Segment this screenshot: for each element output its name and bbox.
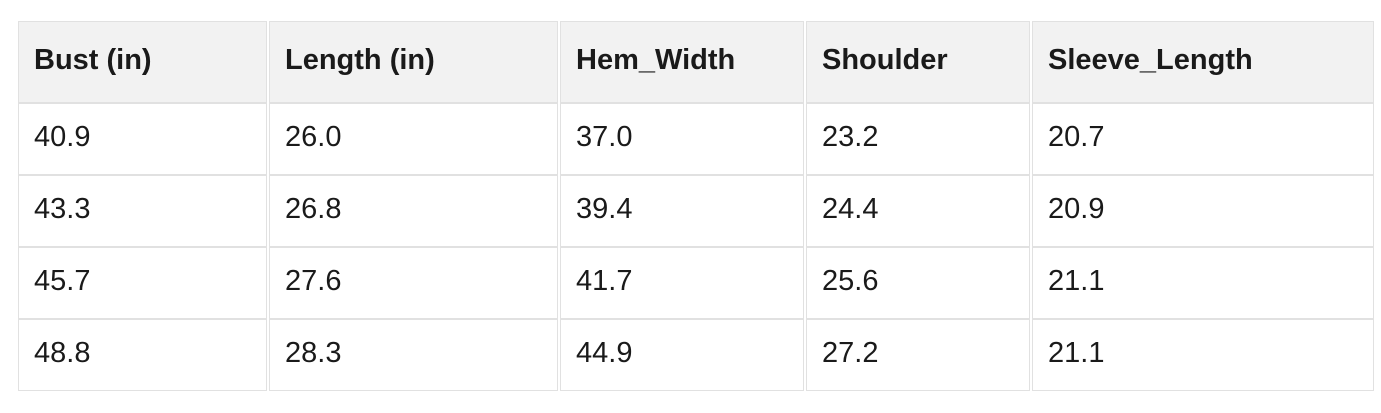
table-row: 43.3 26.8 39.4 24.4 20.9 — [18, 175, 1374, 247]
table-cell: 45.7 — [18, 247, 267, 319]
table-cell: 39.4 — [560, 175, 804, 247]
size-chart-table: Bust (in) Length (in) Hem_Width Shoulder Sle… — [16, 21, 1376, 391]
table-cell: 44.9 — [560, 319, 804, 391]
column-header: Sleeve_Length — [1032, 21, 1374, 103]
column-header: Hem_Width — [560, 21, 804, 103]
table-cell: 20.9 — [1032, 175, 1374, 247]
column-header: Bust (in) — [18, 21, 267, 103]
table-row: 48.8 28.3 44.9 27.2 21.1 — [18, 319, 1374, 391]
table-cell: 40.9 — [18, 103, 267, 175]
table-cell: 27.2 — [806, 319, 1030, 391]
table-cell: 23.2 — [806, 103, 1030, 175]
table-cell: 48.8 — [18, 319, 267, 391]
column-header: Length (in) — [269, 21, 558, 103]
table-cell: 27.6 — [269, 247, 558, 319]
table-cell: 25.6 — [806, 247, 1030, 319]
table-cell: 26.8 — [269, 175, 558, 247]
table-cell: 26.0 — [269, 103, 558, 175]
table-cell: 28.3 — [269, 319, 558, 391]
table-header: Bust (in) Length (in) Hem_Width Shoulder Sle… — [18, 21, 1374, 103]
table-body: 40.9 26.0 37.0 23.2 20.7 43.3 26.8 39.4 24.4 20.9… — [18, 103, 1374, 391]
table-cell: 41.7 — [560, 247, 804, 319]
table-row: 45.7 27.6 41.7 25.6 21.1 — [18, 247, 1374, 319]
table-cell: 21.1 — [1032, 319, 1374, 391]
table-header-row: Bust (in) Length (in) Hem_Width Shoulder Sle… — [18, 21, 1374, 103]
column-header: Shoulder — [806, 21, 1030, 103]
table-cell: 37.0 — [560, 103, 804, 175]
table-cell: 21.1 — [1032, 247, 1374, 319]
table-container: Bust (in) Length (in) Hem_Width Shoulder Sle… — [16, 21, 1376, 391]
table-row: 40.9 26.0 37.0 23.2 20.7 — [18, 103, 1374, 175]
table-cell: 24.4 — [806, 175, 1030, 247]
table-cell: 20.7 — [1032, 103, 1374, 175]
table-cell: 43.3 — [18, 175, 267, 247]
